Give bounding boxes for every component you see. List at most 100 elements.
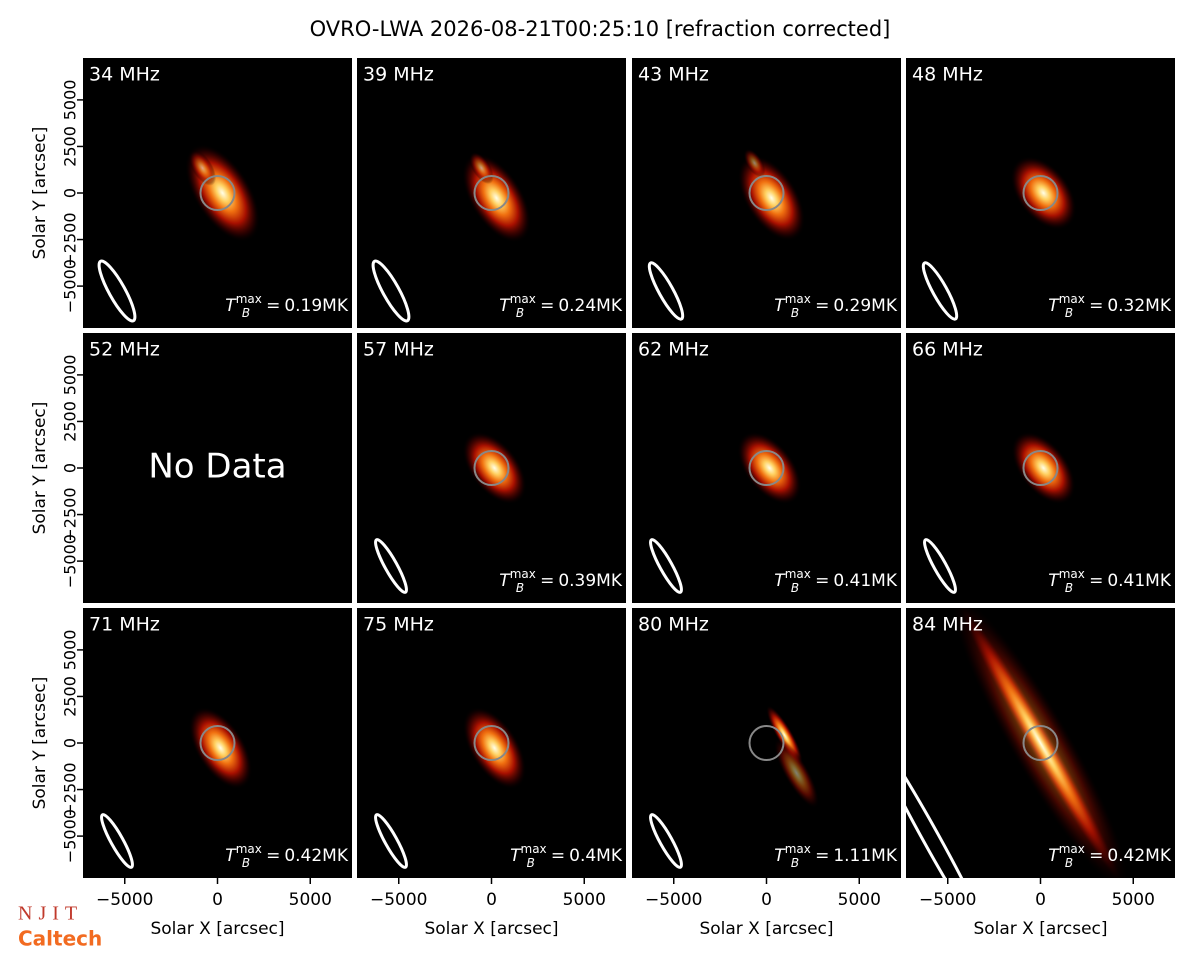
tb-symbol: T — [1048, 296, 1060, 316]
x-tick-label: 0 — [761, 890, 772, 910]
emission — [951, 608, 1130, 878]
tb-sub: B — [791, 581, 799, 595]
panel-image — [97, 144, 261, 323]
frequency-label: 66 MHz — [912, 339, 983, 361]
tb-eq: = — [266, 296, 280, 316]
panel-image — [923, 431, 1076, 594]
x-tick-label: 5000 — [289, 890, 332, 910]
solar-disk — [1022, 725, 1059, 761]
x-axis-label: Solar X [arcsec] — [973, 919, 1107, 939]
x-axis-label: Solar X [arcsec] — [699, 919, 833, 939]
tb-eq: = — [815, 846, 829, 866]
beam — [906, 731, 992, 878]
solar-disk — [748, 450, 785, 486]
tb-sup: max — [1059, 567, 1085, 581]
frequency-label: 80 MHz — [638, 614, 709, 636]
frequency-label: 48 MHz — [912, 64, 983, 86]
y-tick-label: 2500 — [61, 401, 80, 442]
tb-eq: = — [1089, 571, 1103, 591]
emission — [737, 431, 802, 505]
tmax-label: Tmax B = 0.42MK — [1048, 842, 1172, 870]
tmax-value: 0.42MK — [284, 846, 349, 866]
tb-symbol: T — [225, 846, 237, 866]
panel-image — [647, 148, 806, 321]
tmax-label: Tmax B = 0.39MK — [499, 567, 623, 595]
tmax-label: Tmax B = 0.4MK — [510, 842, 623, 870]
tb-eq: = — [1089, 296, 1103, 316]
tb-sub: B — [791, 306, 799, 320]
y-axis-label: Solar Y [arcsec] — [30, 402, 50, 535]
y-tick-label: 2500 — [61, 126, 80, 167]
y-axis-label: Solar Y [arcsec] — [30, 677, 50, 810]
tb-sub: B — [242, 306, 250, 320]
x-tick-label: −5000 — [645, 890, 703, 910]
solar-disk — [199, 725, 236, 761]
tb-sup: max — [1059, 842, 1085, 856]
solar-disk — [1022, 450, 1059, 486]
x-tick-label: 0 — [1035, 890, 1046, 910]
y-tick-label: 0 — [61, 738, 80, 748]
x-tick-label: −5000 — [919, 890, 977, 910]
tmax-value: 0.41MK — [1107, 571, 1172, 591]
tb-eq: = — [540, 571, 554, 591]
y-tick-label: −5000 — [61, 534, 80, 588]
tb-sub: B — [242, 856, 250, 870]
tb-eq: = — [815, 296, 829, 316]
y-tick-label: −2500 — [61, 762, 80, 816]
no-data: No Data — [148, 447, 286, 487]
solar-disk — [1022, 175, 1059, 211]
solar-disk — [473, 725, 510, 761]
y-axis-label: Solar Y [arcsec] — [30, 127, 50, 260]
tb-sub: B — [1065, 306, 1073, 320]
panel-image — [921, 156, 1077, 321]
x-axis-label: Solar X [arcsec] — [150, 919, 284, 939]
frequency-label: 75 MHz — [363, 614, 434, 636]
tb-sup: max — [785, 292, 811, 306]
beam — [374, 813, 408, 869]
tb-eq: = — [551, 846, 565, 866]
x-tick-label: 0 — [486, 890, 497, 910]
tmax-value: 0.41MK — [833, 571, 898, 591]
solar-disk — [473, 450, 510, 486]
y-tick-label: 5000 — [61, 80, 80, 121]
y-tick-label: 5000 — [61, 355, 80, 396]
tb-sup: max — [510, 292, 536, 306]
emission — [462, 706, 527, 790]
panel-image — [100, 706, 253, 869]
y-tick-label: −2500 — [61, 212, 80, 266]
tb-sub: B — [516, 306, 524, 320]
x-axis-label: Solar X [arcsec] — [424, 919, 558, 939]
solar-disk — [199, 175, 236, 211]
beam — [647, 261, 685, 321]
panel-image — [374, 431, 527, 594]
x-tick-label: 0 — [212, 890, 223, 910]
tb-sub: B — [1065, 581, 1073, 595]
tb-symbol: T — [499, 571, 511, 591]
y-tick-label: −5000 — [61, 809, 80, 863]
panel-image — [649, 705, 820, 869]
beam — [371, 259, 411, 323]
tb-symbol: T — [510, 846, 522, 866]
tb-sup: max — [521, 842, 547, 856]
frequency-label: 62 MHz — [638, 339, 709, 361]
emission — [743, 148, 766, 178]
y-tick-label: 2500 — [61, 676, 80, 717]
tb-sub: B — [516, 581, 524, 595]
panel-image — [906, 608, 1130, 878]
panel-background — [632, 608, 901, 878]
beam — [97, 259, 137, 323]
tb-symbol: T — [1048, 571, 1060, 591]
tb-sup: max — [785, 567, 811, 581]
x-tick-label: 5000 — [838, 890, 881, 910]
frequency-label: 71 MHz — [89, 614, 160, 636]
tb-eq: = — [540, 296, 554, 316]
solar-disk — [473, 175, 510, 211]
tb-sub: B — [791, 856, 799, 870]
y-tick-label: 5000 — [61, 630, 80, 671]
tmax-value: 0.24MK — [558, 296, 623, 316]
beam — [923, 538, 957, 594]
emission — [188, 150, 217, 186]
tmax-value: 0.4MK — [569, 846, 623, 866]
emission — [1011, 431, 1076, 505]
emission — [188, 706, 253, 790]
